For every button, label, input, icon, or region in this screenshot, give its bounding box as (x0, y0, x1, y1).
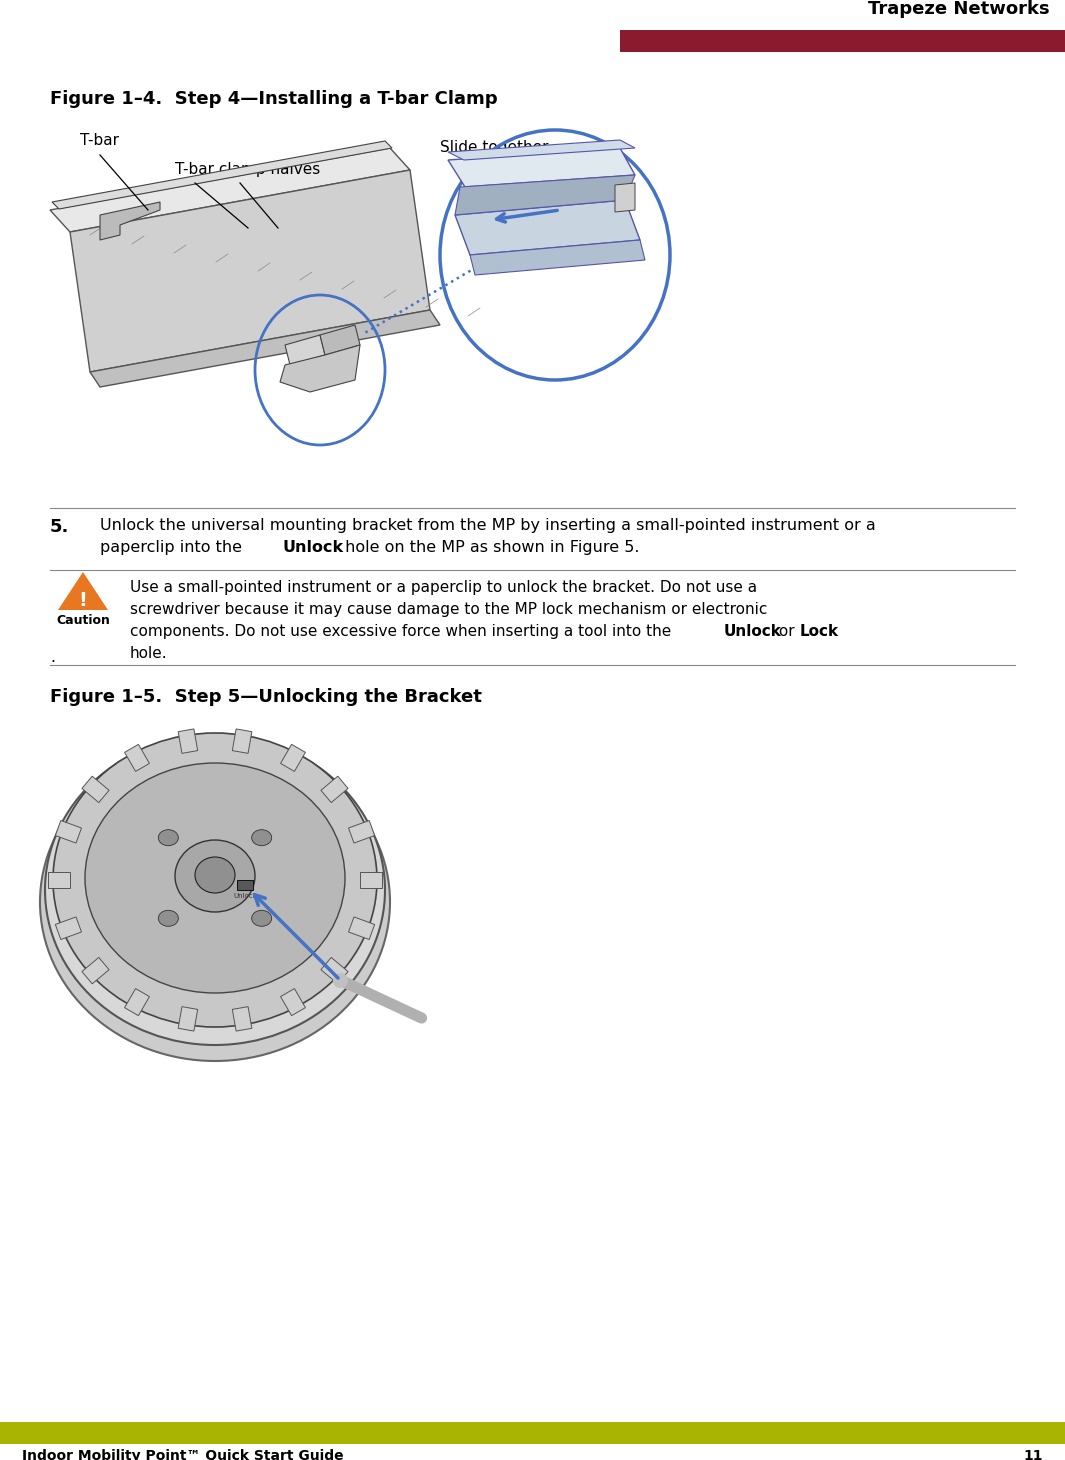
Bar (125, 745, 149, 771)
Bar (178, 1006, 198, 1031)
Text: or: or (774, 623, 800, 639)
Polygon shape (320, 326, 360, 355)
Ellipse shape (53, 733, 377, 1026)
Text: paperclip into the: paperclip into the (100, 540, 247, 555)
Text: T-bar: T-bar (80, 133, 119, 147)
Bar (620, 31, 1065, 53)
Bar (280, 988, 306, 1016)
Text: Use a small-pointed instrument or a paperclip to unlock the bracket. Do not use : Use a small-pointed instrument or a pape… (130, 580, 757, 596)
Bar (125, 988, 149, 1016)
Polygon shape (52, 142, 392, 209)
Polygon shape (100, 201, 160, 239)
Bar (321, 958, 348, 984)
Text: Lock: Lock (800, 623, 839, 639)
Text: Unlock: Unlock (282, 540, 343, 555)
Bar (232, 729, 252, 753)
Ellipse shape (251, 829, 272, 845)
Text: hole.: hole. (130, 645, 167, 661)
Text: 5.: 5. (50, 518, 69, 536)
Polygon shape (455, 175, 635, 215)
Text: screwdriver because it may cause damage to the MP lock mechanism or electronic: screwdriver because it may cause damage … (130, 602, 768, 618)
Text: T-bar clamp halves: T-bar clamp halves (175, 162, 321, 177)
Text: Unlock: Unlock (724, 623, 782, 639)
Bar (232, 1006, 252, 1031)
Bar (55, 821, 82, 842)
Polygon shape (58, 572, 108, 610)
Bar (0, 1422, 1065, 1444)
Text: components. Do not use excessive force when inserting a tool into the: components. Do not use excessive force w… (130, 623, 676, 639)
Ellipse shape (45, 734, 386, 1045)
Text: Caution: Caution (56, 615, 110, 626)
Ellipse shape (159, 910, 178, 926)
Polygon shape (448, 140, 635, 161)
Text: !: ! (79, 590, 87, 609)
Text: Trapeze Networks: Trapeze Networks (868, 0, 1050, 18)
Text: Unlock the universal mounting bracket from the MP by inserting a small-pointed i: Unlock the universal mounting bracket fr… (100, 518, 875, 533)
Text: Indoor Mobility Point™ Quick Start Guide: Indoor Mobility Point™ Quick Start Guide (22, 1448, 344, 1460)
Bar (178, 729, 198, 753)
Polygon shape (470, 239, 645, 274)
Bar (280, 745, 306, 771)
Ellipse shape (175, 839, 255, 912)
Ellipse shape (85, 764, 345, 993)
Bar (360, 872, 382, 888)
Bar (237, 880, 253, 891)
Ellipse shape (40, 743, 390, 1061)
Ellipse shape (195, 857, 235, 894)
Bar (82, 777, 109, 803)
Polygon shape (280, 345, 360, 391)
Text: Slide together: Slide together (440, 140, 548, 155)
Polygon shape (448, 147, 635, 187)
Bar (348, 821, 375, 842)
Polygon shape (285, 334, 325, 365)
Bar (348, 917, 375, 939)
Bar (55, 917, 82, 939)
Polygon shape (615, 182, 635, 212)
Text: Figure 1–5.  Step 5—Unlocking the Bracket: Figure 1–5. Step 5—Unlocking the Bracket (50, 688, 481, 707)
Text: 11: 11 (1023, 1448, 1043, 1460)
Text: Unlock: Unlock (233, 894, 257, 899)
Polygon shape (70, 169, 430, 372)
Ellipse shape (159, 829, 178, 845)
Bar (48, 872, 70, 888)
Polygon shape (455, 200, 640, 255)
Text: Figure 1–4.  Step 4—Installing a T-bar Clamp: Figure 1–4. Step 4—Installing a T-bar Cl… (50, 91, 497, 108)
Text: .: . (50, 650, 55, 664)
Bar (82, 958, 109, 984)
Polygon shape (91, 310, 440, 387)
Text: hole on the MP as shown in Figure 5.: hole on the MP as shown in Figure 5. (340, 540, 639, 555)
Bar (321, 777, 348, 803)
Polygon shape (50, 147, 410, 232)
Ellipse shape (251, 910, 272, 926)
